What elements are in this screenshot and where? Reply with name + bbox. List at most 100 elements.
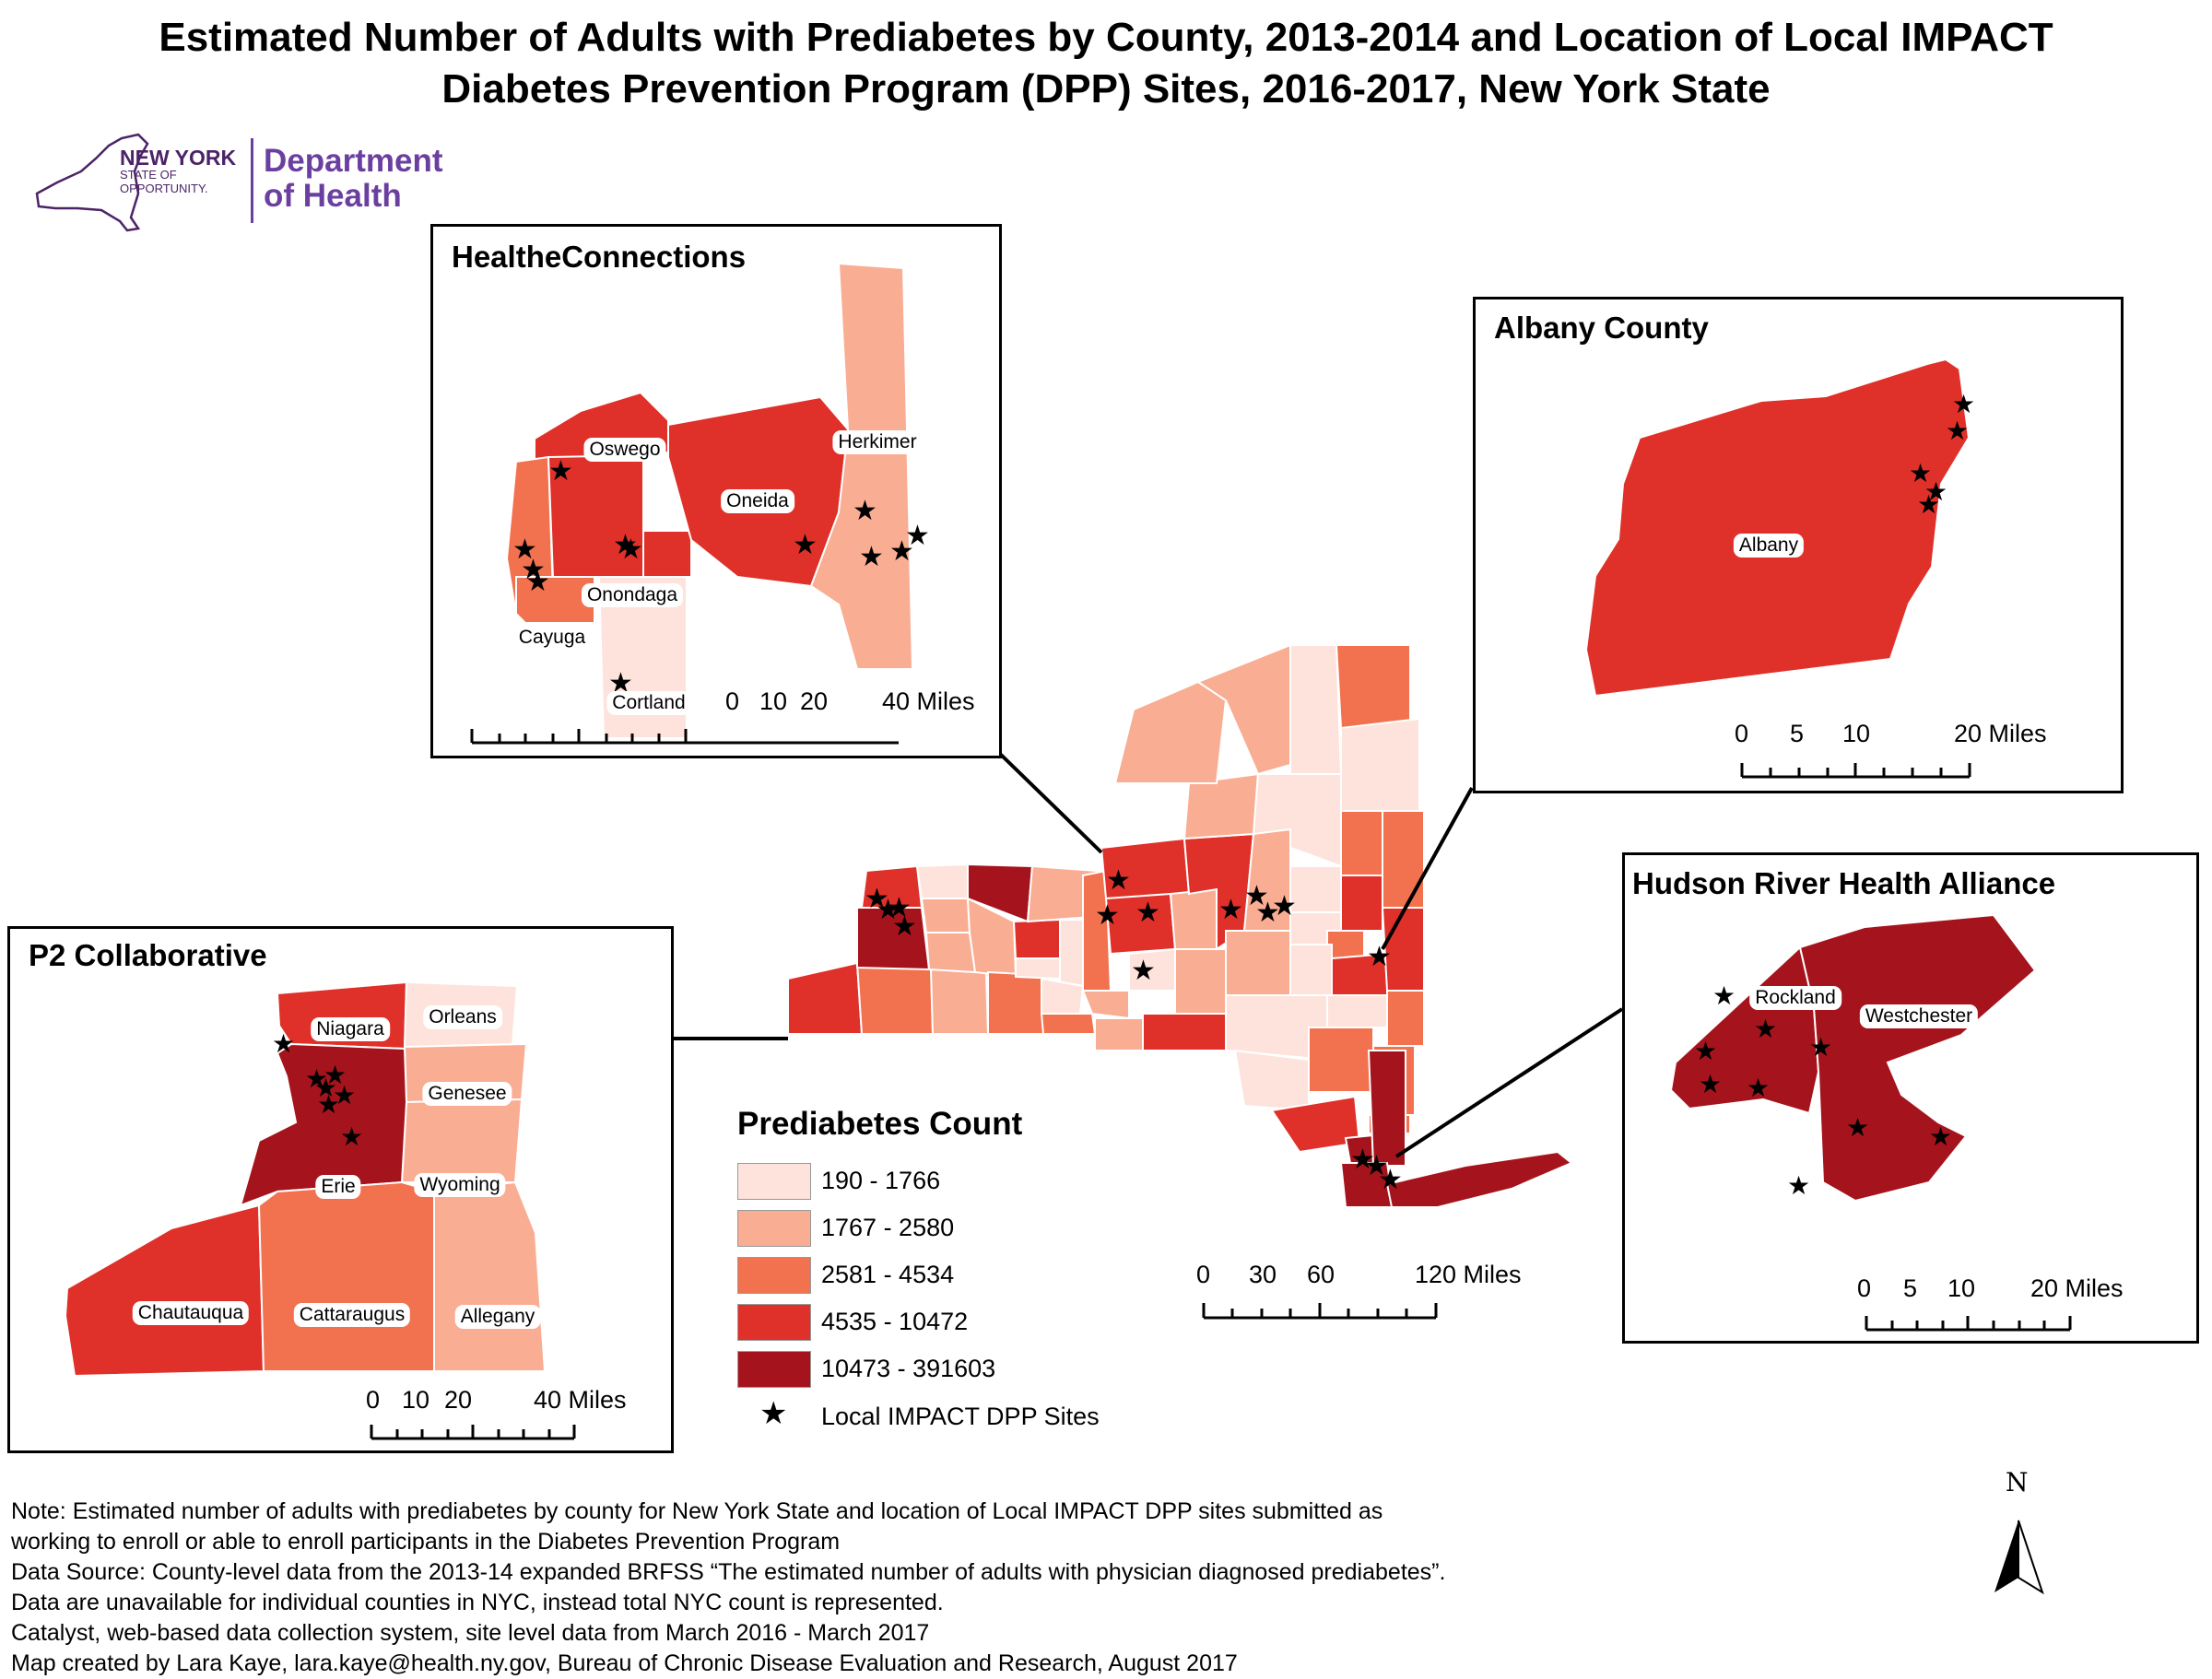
county-label-wyoming: Wyoming [414,1173,506,1197]
county-allegany [929,966,990,1035]
legend-swatch [737,1210,811,1247]
site-star-icon: ★ [525,567,550,597]
connector-healthe [998,752,1103,854]
county-niagara [860,864,924,909]
site-star-icon: ★ [317,1090,340,1119]
map-title-line2: Diabetes Prevention Program (DPP) Sites,… [441,66,1771,112]
inset-p2-collaborative: P2 Collaborative ★ ★ ★ ★ ★ ★ ★ [7,926,674,1453]
site-star-icon: ★ [1378,1165,1403,1195]
logo-dept-line2: of Health [264,178,402,214]
site-star-icon: ★ [272,1029,295,1058]
inset-map: ★ ★ ★ ★ ★ ★ ★ ★ ★ [1669,913,2072,1332]
county-madison [642,530,692,578]
county-broome [1142,1013,1227,1051]
note-line: Map created by Lara Kaye, lara.kaye@heal… [11,1650,1238,1676]
county-label-oneida: Oneida [721,489,794,513]
county-schoharie [1289,944,1333,996]
site-star-icon: ★ [333,1081,356,1110]
county-label-erie: Erie [315,1175,361,1199]
inset-scale-10: 10 [402,1386,430,1414]
site-star-icon: ★ [892,911,917,942]
legend-swatch [737,1351,811,1388]
county-herkimer [809,262,914,670]
site-star-icon: ★ [1135,898,1160,928]
inset-title: Hudson River Health Alliance [1632,866,2056,900]
county-label-rockland: Rockland [1749,986,1841,1010]
county-warren [1340,810,1383,876]
legend-label: Local IMPACT DPP Sites [821,1403,1100,1430]
county-wyoming [924,932,977,974]
legend-swatch [737,1304,811,1341]
site-star-icon: ★ [1244,881,1269,911]
county-rockland [1669,945,1820,1115]
county-st-lawrence [1195,643,1291,776]
logo-divider [251,138,253,223]
main-scale-120: 120 Miles [1415,1261,1522,1288]
inset-title: P2 Collaborative [29,938,267,972]
site-star-icon: ★ [1255,898,1280,928]
county-westchester [1367,1050,1406,1167]
site-star-icon: ★ [305,1064,328,1093]
legend-label: 1767 - 2580 [821,1214,955,1241]
inset-scale-0: 0 [1857,1274,1872,1302]
county-label-herkimer: Herkimer [832,430,923,454]
inset-healtheconnections: HealtheConnections ★ ★ ★ ★ ★ ★ ★ ★ ★ ★ ★… [430,224,1002,758]
site-star-icon: ★ [1272,891,1297,922]
legend-star-icon: ★ [759,1396,788,1431]
county-otsego [1225,930,1291,996]
logo-new-york: NEW YORK STATE OF OPPORTUNITY. [120,146,237,196]
county-allegany [433,1180,547,1372]
site-star-icon: ★ [1787,1171,1810,1200]
county-seneca [1059,919,1084,987]
legend-swatch [737,1257,811,1294]
county-clinton [1335,644,1411,729]
site-star-icon: ★ [324,1061,347,1089]
inset-scale-40: 40 Miles [882,687,975,715]
county-greene [1326,994,1388,1028]
logo-dept-line1: Department [264,143,443,179]
county-westchester [1798,913,2037,1203]
county-label-cattaraugus: Cattaraugus [293,1303,411,1327]
county-steuben [987,970,1045,1035]
county-label-niagara: Niagara [311,1017,390,1041]
site-star-icon: ★ [548,456,573,487]
site-star-icon: ★ [1846,1113,1869,1142]
county-yates [1015,957,1061,980]
site-star-icon: ★ [613,530,638,560]
legend-label: 4535 - 10472 [821,1308,969,1335]
connector-hudson [1394,1007,1624,1158]
north-arrow-label: N [2006,1467,2029,1497]
site-star-icon: ★ [1106,865,1131,896]
site-star-icon: ★ [793,530,818,560]
legend-title: Prediabetes Count [737,1106,1023,1142]
county-chautauqua [787,961,864,1035]
site-star-icon: ★ [1712,981,1735,1010]
legend-label: 190 - 1766 [821,1167,941,1194]
legend-label: 10473 - 391603 [821,1355,996,1382]
inset-title: HealtheConnections [452,240,747,274]
county-label-orleans: Orleans [423,1005,502,1029]
logo-state-name: NEW YORK [120,146,237,170]
inset-scale-20: 20 [800,687,829,715]
site-star-icon: ★ [521,555,546,585]
main-scale-bar [1202,1303,1438,1320]
inset-hudson-river-health-alliance: Hudson River Health Alliance ★ ★ ★ ★ ★ ★… [1622,852,2199,1344]
site-star-icon: ★ [314,1074,337,1102]
inset-albany-county: Albany County ★ ★ ★ ★ ★ Albany 0 5 10 20… [1473,297,2124,793]
site-star-icon: ★ [1350,1145,1375,1175]
note-line: Note: Estimated number of adults with pr… [11,1498,1383,1524]
site-star-icon: ★ [1364,1151,1389,1181]
county-wyoming [400,1098,524,1183]
inset-map: ★ ★ ★ ★ ★ [1584,358,1975,779]
logo-department-of-health: Department of Health [264,144,442,214]
county-label-onondaga: Onondaga [581,583,684,607]
inset-scale-20: 20 Miles [1954,720,2047,747]
site-star-icon: ★ [1095,900,1120,931]
site-star-icon: ★ [889,536,914,567]
site-star-icon: ★ [340,1122,363,1151]
main-scale-30: 30 [1249,1261,1277,1288]
inset-scale-10: 10 [759,687,788,715]
site-star-icon: ★ [1909,459,1932,487]
county-franklin [1289,644,1343,775]
inset-scale-10: 10 [1947,1274,1976,1302]
